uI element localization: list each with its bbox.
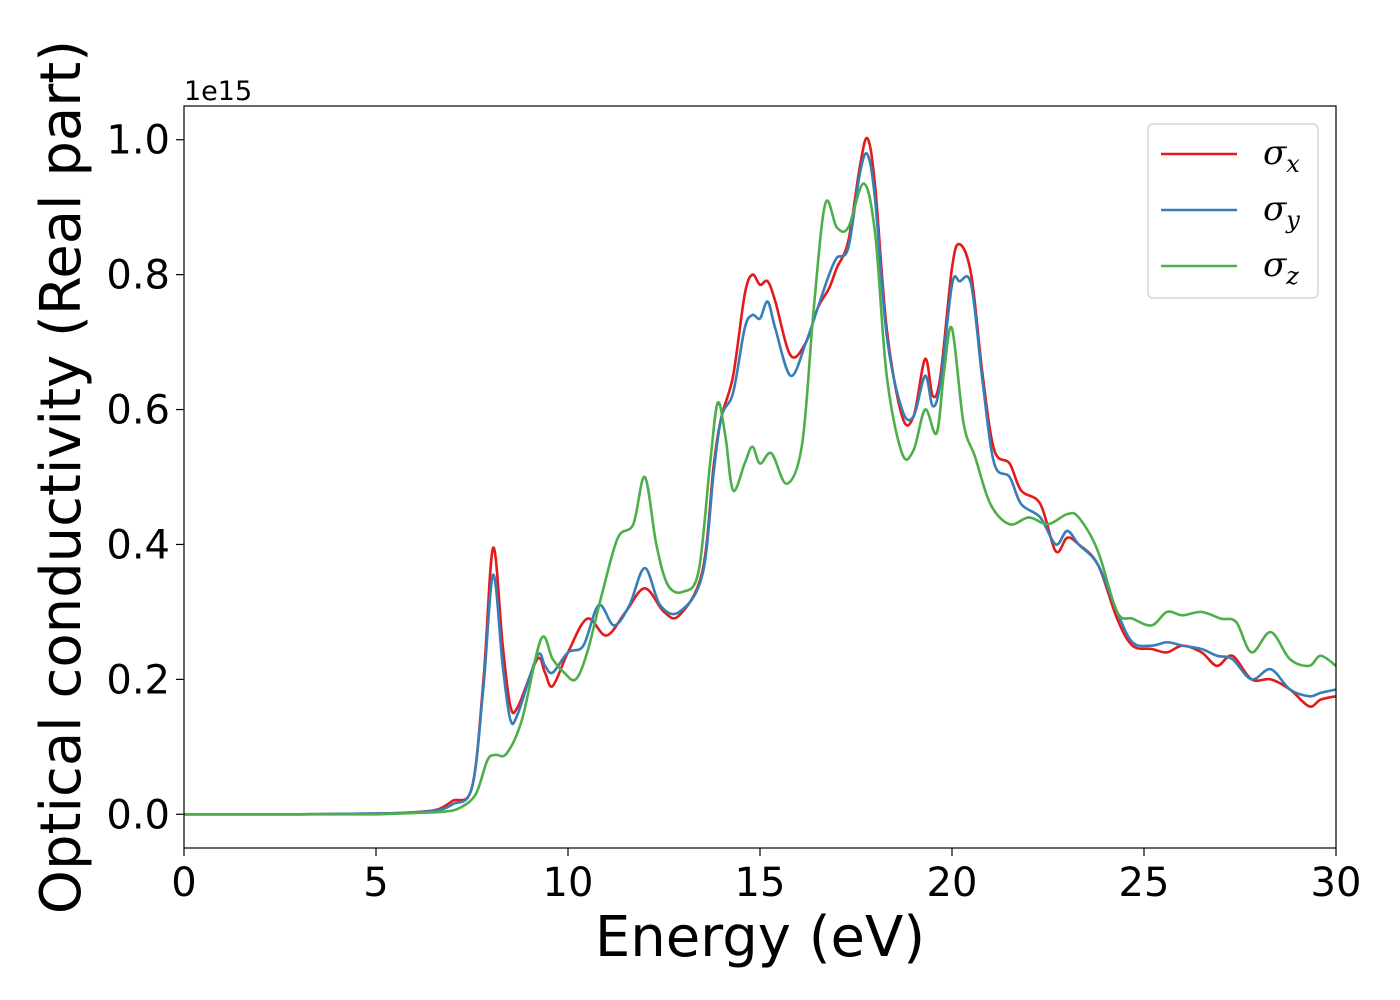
y-axis-label: Optical conductivity (Real part) <box>29 40 94 914</box>
y-offset-text: 1e15 <box>184 76 252 107</box>
x-tick-label: 5 <box>363 860 388 906</box>
x-axis-label: Energy (eV) <box>595 905 925 970</box>
legend-label-z: σz <box>1263 245 1299 290</box>
y-tick-label: 1.0 <box>106 118 170 164</box>
y-tick-label: 0.8 <box>106 253 170 299</box>
plot-lines <box>183 136 1337 816</box>
series-line-z <box>183 182 1337 816</box>
y-tick-label: 0.2 <box>106 657 170 703</box>
y-axis: 0.0 0.2 0.4 0.6 0.8 1.0 <box>106 118 184 838</box>
x-tick-label: 0 <box>171 860 196 906</box>
y-tick-label: 0.4 <box>106 522 170 568</box>
x-tick-label: 25 <box>1119 860 1170 906</box>
y-tick-label: 0.0 <box>106 792 170 838</box>
legend-label-y: σy <box>1263 189 1300 234</box>
x-axis: 0 5 10 15 20 25 30 <box>171 848 1361 906</box>
x-tick-label: 10 <box>543 860 594 906</box>
x-tick-label: 30 <box>1311 860 1362 906</box>
series-line-x <box>183 136 1337 816</box>
x-tick-label: 20 <box>927 860 978 906</box>
legend: σx σy σz <box>1147 123 1319 299</box>
y-tick-label: 0.6 <box>106 388 170 434</box>
series-line-y <box>183 152 1337 816</box>
legend-label-x: σx <box>1263 133 1300 178</box>
x-tick-label: 15 <box>735 860 786 906</box>
